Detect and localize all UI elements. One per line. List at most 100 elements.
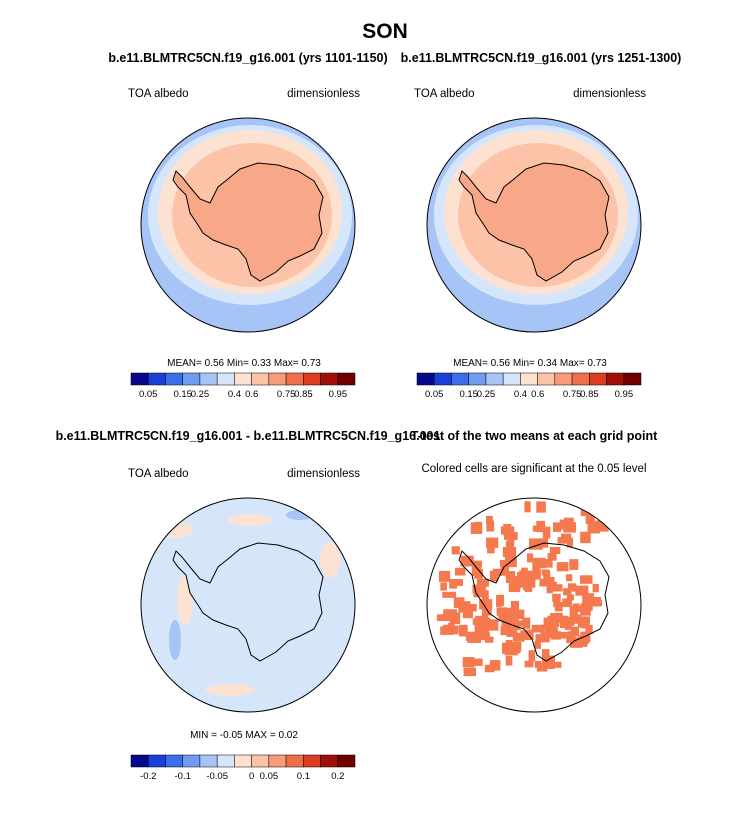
significant-cell: [569, 606, 578, 619]
significant-cell: [511, 610, 519, 623]
significant-cell: [534, 661, 542, 668]
significant-cell: [583, 634, 590, 644]
significant-cell: [536, 520, 546, 533]
significant-cell: [500, 562, 510, 575]
map: [141, 498, 355, 712]
significant-cell: [595, 520, 609, 532]
colorbar-label: 0.05: [425, 389, 444, 400]
colorbar-label: -0.2: [140, 771, 156, 782]
significant-cell: [532, 568, 541, 580]
significant-cell: [580, 607, 591, 616]
significant-cell: [553, 597, 561, 608]
significant-cell: [524, 501, 531, 513]
significant-cell: [489, 660, 501, 671]
colorbar-box: [182, 754, 201, 768]
colorbar-box: [303, 754, 321, 768]
significant-cell: [592, 583, 599, 593]
significant-cell: [541, 559, 553, 568]
significant-cell: [472, 560, 482, 568]
variable-label: TOA albedo: [414, 88, 475, 100]
significant-cell: [567, 583, 577, 592]
significant-cell: [449, 579, 458, 589]
colorbar-label: 0.6: [245, 389, 258, 400]
significant-cell: [460, 555, 474, 567]
significant-cell: [539, 578, 550, 587]
significant-cell: [542, 526, 551, 539]
colorbar-box: [320, 372, 339, 386]
significant-cell: [479, 623, 489, 635]
units-label: dimensionless: [287, 88, 360, 100]
colorbar-label: 0.1: [297, 771, 310, 782]
significant-cell: [566, 594, 574, 601]
colorbar-box: [199, 754, 218, 768]
panel-title: b.e11.BLMTRC5CN.f19_g16.001 (yrs 1101-11…: [108, 51, 387, 65]
significant-cell: [546, 581, 553, 594]
significant-cell: [585, 624, 593, 635]
colorbar-box: [589, 372, 607, 386]
significant-cell: [451, 546, 460, 555]
significant-cell: [442, 591, 456, 598]
colorbar-box: [451, 372, 469, 386]
colorbar-label: 0.4: [228, 389, 241, 400]
significant-cell: [524, 660, 534, 668]
significant-cell: [559, 519, 573, 530]
significant-cell: [505, 540, 514, 549]
units-label: dimensionless: [287, 468, 360, 480]
figure-title: SON: [362, 20, 408, 43]
colorbar-box: [199, 372, 218, 386]
map: [141, 118, 355, 332]
colorbar-box: [130, 754, 149, 768]
significant-cell: [516, 620, 527, 627]
colorbar-label: 0: [249, 771, 254, 782]
colorbar-box: [520, 372, 538, 386]
colorbar-label: 0.75: [277, 389, 296, 400]
significant-cell: [458, 624, 468, 637]
colorbar-box: [485, 372, 504, 386]
significant-cell: [523, 570, 537, 580]
significant-cell: [475, 615, 489, 626]
stats: MEAN= 0.56 Min= 0.33 Max= 0.73: [167, 358, 321, 369]
colorbar-box: [502, 372, 521, 386]
significant-cell: [534, 640, 541, 649]
significant-cell: [488, 619, 499, 631]
significant-cell: [502, 546, 517, 557]
significant-cell: [566, 574, 573, 582]
significant-cell: [536, 501, 546, 513]
significant-cell: [580, 531, 591, 544]
colorbar-label: -0.05: [206, 771, 228, 782]
significant-cell: [570, 626, 580, 637]
significant-cell: [549, 546, 561, 555]
significant-cell: [557, 537, 572, 544]
significant-cell: [540, 631, 555, 639]
colorbar-box: [606, 372, 625, 386]
significant-cell: [550, 631, 561, 640]
significant-cell: [508, 534, 515, 546]
colorbar-box: [182, 372, 201, 386]
colorbar-box: [216, 754, 235, 768]
colorbar-label: 0.4: [514, 389, 527, 400]
colorbar-box: [165, 372, 183, 386]
significant-cell: [439, 570, 451, 582]
significant-cell: [547, 553, 557, 561]
colorbar-box: [234, 754, 252, 768]
significant-cell: [443, 624, 455, 632]
significant-cell: [551, 584, 563, 592]
colorbar-label: 0.15: [173, 389, 192, 400]
colorbar-box: [337, 754, 356, 768]
stats: MEAN= 0.56 Min= 0.34 Max= 0.73: [453, 358, 607, 369]
significant-cell: [501, 625, 512, 632]
significant-cell: [486, 537, 499, 549]
significant-cell: [532, 561, 540, 571]
colorbar-label: 0.25: [477, 389, 496, 400]
colorbar-label: 0.05: [139, 389, 158, 400]
map: [427, 498, 641, 712]
panel-title: b.e11.BLMTRC5CN.f19_g16.001 - b.e11.BLMT…: [56, 429, 441, 443]
significant-cell: [545, 577, 555, 584]
significant-cell: [503, 607, 514, 616]
significant-cell: [569, 637, 583, 648]
panel-subtitle: Colored cells are significant at the 0.0…: [421, 463, 646, 475]
significant-cell: [489, 570, 499, 582]
significant-cell: [553, 522, 562, 532]
significant-cell: [587, 597, 602, 607]
units-label: dimensionless: [573, 88, 646, 100]
